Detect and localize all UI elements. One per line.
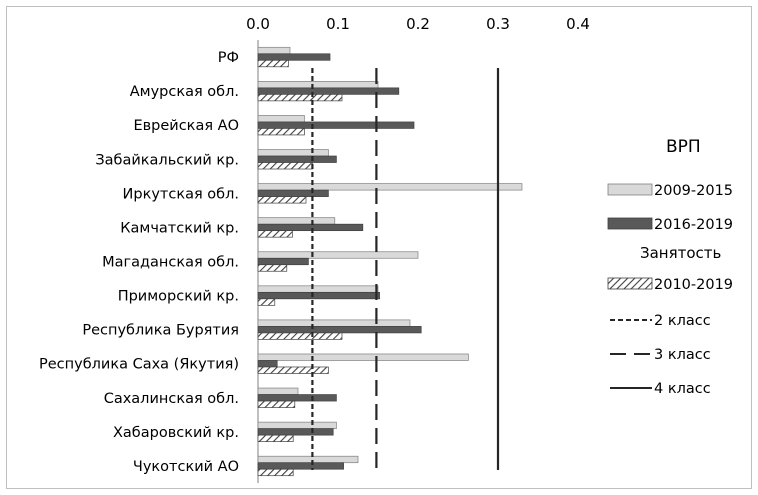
x-tick-label: 0.1	[326, 15, 350, 33]
bar-2016-2019	[257, 428, 334, 436]
bar-2016-2019	[257, 394, 337, 402]
legend: ВРП 2009-2015 2016-2019 Занятость 2010-2019 2…	[607, 137, 733, 397]
bar-2009-2015	[257, 149, 329, 157]
category-label: РФ	[218, 50, 239, 66]
legend-swatch	[607, 277, 653, 290]
x-axis: 0.0 0.1 0.2 0.3 0.4	[246, 15, 590, 483]
bar-2009-2015	[257, 421, 337, 429]
bar-2016-2019	[257, 189, 329, 197]
bar-2010-2019	[257, 332, 343, 340]
bar-2010-2019	[257, 434, 294, 442]
bar-2009-2015	[257, 455, 359, 464]
category-label: Республика Бурятия	[82, 323, 239, 339]
category-label: Сахалинская обл.	[104, 391, 239, 407]
bar-2016-2019	[257, 87, 400, 95]
category-labels: РФ Амурская обл. Еврейская АО Забайкальский…	[39, 50, 239, 475]
bar-2016-2019	[257, 257, 309, 266]
bars	[257, 46, 523, 477]
bar-2016-2019	[257, 462, 344, 470]
bar-2009-2015	[257, 285, 379, 293]
bar-2010-2019	[257, 298, 276, 306]
category-label: Камчатский кр.	[120, 220, 239, 236]
bar-2016-2019	[257, 155, 337, 163]
bar-2010-2019	[257, 264, 288, 272]
legend-label: 2 класс	[654, 313, 711, 329]
bar-2016-2019	[257, 291, 380, 300]
bar-2010-2019	[257, 128, 305, 136]
bar-2016-2019	[257, 326, 422, 334]
bar-2009-2015	[257, 183, 523, 191]
category-label: Приморский кр.	[118, 289, 239, 305]
category-label: Магаданская обл.	[102, 255, 239, 271]
category-label: Республика Саха (Якутия)	[39, 357, 239, 373]
legend-label: 4 класс	[654, 381, 711, 397]
bar-2009-2015	[257, 46, 291, 55]
x-tick-label: 0.4	[566, 15, 590, 33]
bar-2016-2019	[257, 53, 331, 61]
bar-2009-2015	[257, 319, 411, 327]
bar-2016-2019	[257, 360, 278, 368]
x-tick-label: 0.2	[406, 15, 430, 33]
legend-label: 2010-2019	[654, 277, 733, 293]
legend-group-header: ВРП	[666, 137, 701, 157]
bar-2010-2019	[257, 230, 293, 238]
bar-2010-2019	[257, 400, 296, 408]
category-label: Иркутская обл.	[123, 186, 239, 202]
category-label: Хабаровский кр.	[113, 425, 239, 441]
bar-2010-2019	[257, 366, 329, 374]
chart-frame	[6, 6, 752, 489]
bar-2009-2015	[257, 217, 336, 225]
legend-label: 2016-2019	[654, 217, 733, 233]
bar-2010-2019	[257, 468, 294, 477]
bar-2009-2015	[257, 115, 305, 123]
bar-2009-2015	[257, 387, 299, 395]
bar-2010-2019	[257, 196, 307, 204]
category-label: Чукотский АО	[133, 459, 239, 475]
x-tick-label: 0.0	[246, 15, 270, 33]
reference-lines	[311, 68, 500, 470]
legend-swatch	[607, 183, 653, 196]
bar-2010-2019	[257, 59, 289, 68]
legend-label: 3 класс	[654, 347, 711, 363]
bar-2009-2015	[257, 81, 379, 89]
category-label: Забайкальский кр.	[95, 152, 239, 168]
bar-2010-2019	[257, 94, 343, 102]
category-label: Амурская обл.	[130, 84, 239, 100]
legend-label: 2009-2015	[654, 183, 733, 199]
category-label: Еврейская АО	[133, 118, 239, 134]
x-tick-label: 0.3	[486, 15, 510, 33]
bar-2016-2019	[257, 223, 364, 232]
legend-swatch	[607, 217, 653, 230]
bar-2009-2015	[257, 251, 419, 259]
bar-2016-2019	[257, 121, 415, 129]
bar-2010-2019	[257, 162, 313, 170]
legend-group-header: Занятость	[640, 244, 721, 262]
bar-2009-2015	[257, 353, 469, 361]
